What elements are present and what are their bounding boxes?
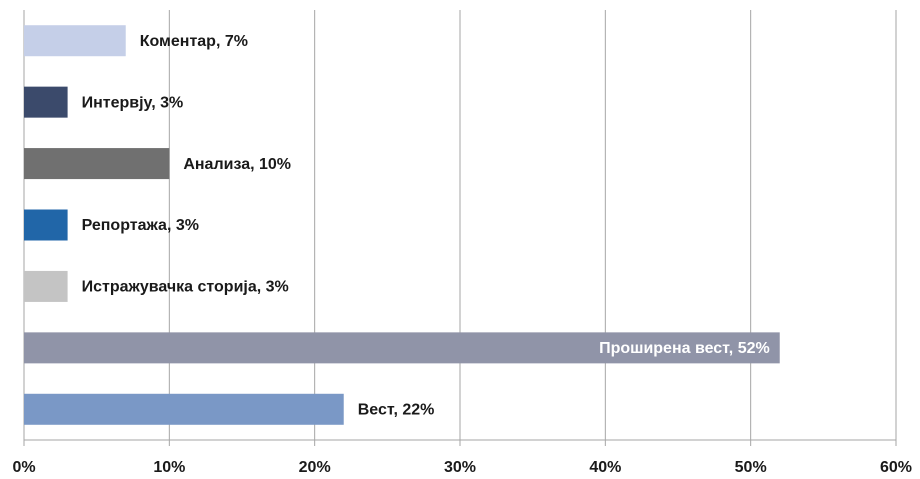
x-tick-label: 20% [299, 459, 331, 476]
data-label: Вест, 22% [358, 402, 435, 419]
data-label: Проширена вест, 52% [599, 340, 770, 357]
data-label: Анализа, 10% [183, 156, 291, 173]
bar [24, 393, 344, 425]
x-tick-label: 60% [880, 459, 912, 476]
bar [24, 86, 68, 118]
data-label: Коментар, 7% [140, 33, 248, 50]
data-label: Репортажа, 3% [82, 217, 199, 234]
x-tick-label: 30% [444, 459, 476, 476]
x-tick-label: 0% [12, 459, 35, 476]
bar [24, 209, 68, 241]
bar [24, 25, 126, 57]
bar [24, 148, 170, 180]
x-tick-label: 50% [735, 459, 767, 476]
x-tick-label: 10% [153, 459, 185, 476]
bar [24, 332, 780, 364]
data-label: Истражувачка сторија, 3% [82, 279, 289, 296]
data-label: Интервју, 3% [82, 94, 184, 111]
x-tick-label: 40% [589, 459, 621, 476]
bar [24, 270, 68, 302]
